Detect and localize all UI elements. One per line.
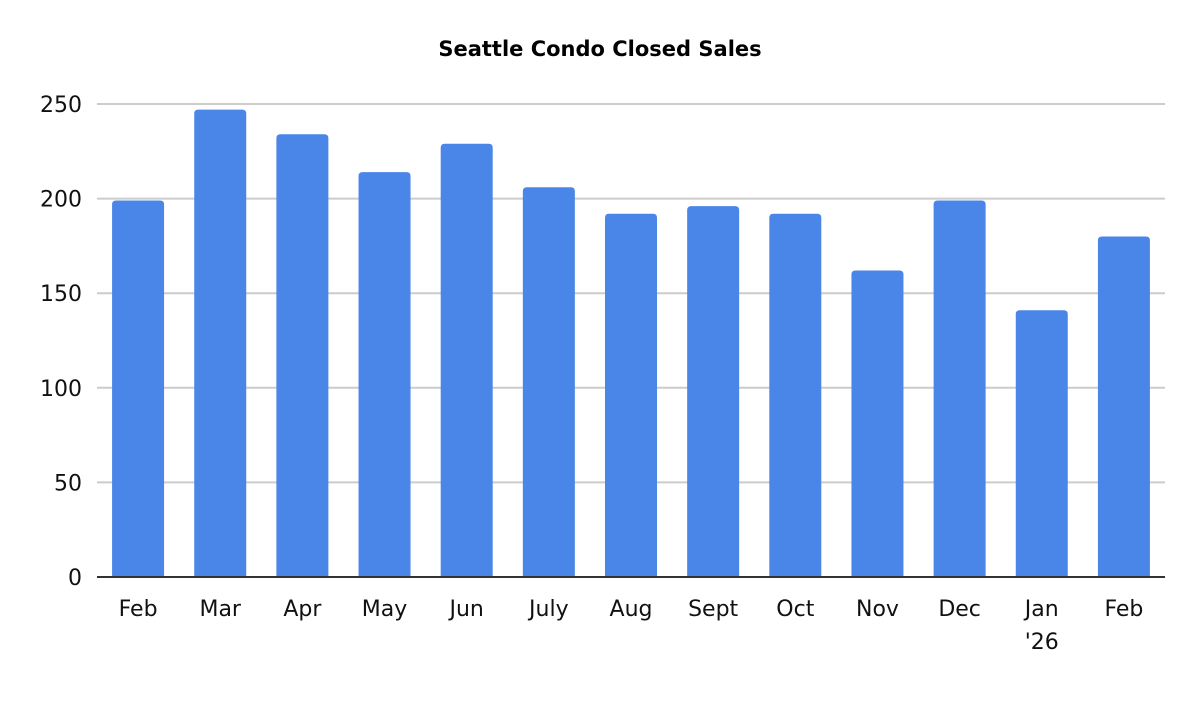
bar (851, 270, 904, 577)
x-tick-label: Sept (688, 597, 738, 622)
bar (276, 134, 329, 577)
x-tick-label: Jun (448, 597, 484, 622)
y-tick-label: 100 (40, 377, 82, 402)
x-tick-label: Aug (610, 597, 653, 622)
bar (440, 143, 493, 577)
y-axis-ticks: 0 50 100 150 200 250 (40, 93, 82, 591)
x-tick-label: Dec (938, 597, 981, 622)
x-tick-label: Jan (1023, 597, 1059, 622)
y-tick-label: 200 (40, 188, 82, 213)
x-tick-label: Feb (1104, 597, 1143, 622)
x-tick-label: Feb (119, 597, 158, 622)
x-axis-ticks: Feb Mar Apr May Jun July Aug Sept Oct Nov Dec Jan '2… (119, 597, 1144, 655)
bar (933, 200, 986, 577)
bar (358, 172, 411, 577)
bar (1097, 236, 1150, 577)
bar (522, 187, 575, 578)
x-tick-label: Apr (283, 597, 322, 622)
bar (605, 213, 657, 577)
y-tick-label: 150 (40, 282, 82, 307)
bar (687, 206, 740, 577)
x-tick-label: '26 (1025, 630, 1059, 655)
x-tick-label: July (527, 597, 569, 622)
chart-title: Seattle Condo Closed Sales (438, 37, 761, 61)
x-tick-label: Oct (776, 597, 814, 622)
x-tick-label: Nov (856, 597, 899, 622)
bar (112, 200, 165, 577)
y-tick-label: 250 (40, 93, 82, 118)
bar (1015, 310, 1068, 577)
y-tick-label: 0 (68, 566, 82, 591)
bar (194, 109, 247, 578)
y-tick-label: 50 (54, 471, 82, 496)
x-tick-label: May (362, 597, 407, 622)
bars (112, 109, 1150, 578)
bar (769, 213, 822, 577)
x-tick-label: Mar (199, 597, 241, 622)
